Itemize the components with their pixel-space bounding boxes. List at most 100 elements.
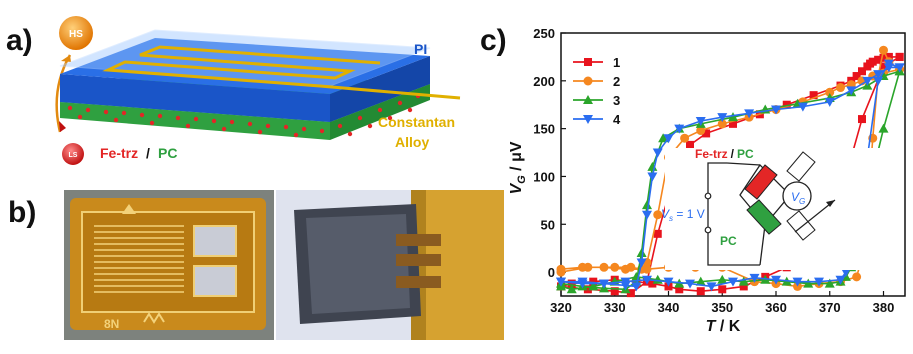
- data-point: [696, 126, 706, 136]
- x-tick-label: 360: [765, 300, 787, 315]
- data-point: [663, 277, 674, 287]
- data-point: [578, 262, 587, 272]
- vg-meter-label: VG: [791, 190, 805, 206]
- data-point: [717, 274, 728, 284]
- data-point: [556, 277, 566, 287]
- data-point: [642, 200, 652, 210]
- data-point: [771, 275, 781, 285]
- y-tick-label: 250: [533, 26, 555, 41]
- constantan-track: [102, 45, 461, 100]
- vs-label: Vs = 1 V: [661, 207, 705, 223]
- x-tick-label: 330: [604, 300, 626, 315]
- fe-trz-particles: [67, 93, 421, 138]
- data-point: [566, 284, 577, 294]
- strain-gauge-photo: 8N: [64, 190, 274, 340]
- data-point: [858, 115, 866, 124]
- inset-fe-trz-label: Fe-trz / PC: [695, 147, 754, 161]
- data-point: [680, 133, 690, 143]
- data-point: [792, 277, 803, 287]
- data-point: [782, 100, 791, 109]
- data-point: [718, 285, 727, 294]
- pi-label: PI: [414, 41, 427, 57]
- data-point: [803, 278, 814, 288]
- data-point: [642, 264, 652, 274]
- data-point: [717, 119, 727, 129]
- x-tick-label: 340: [658, 300, 680, 315]
- data-point: [879, 62, 888, 71]
- data-point: [695, 116, 706, 126]
- fe-trz-resistor: [744, 164, 778, 200]
- data-point: [738, 276, 749, 286]
- data-point: [653, 229, 662, 238]
- ls-label: LS: [69, 152, 78, 159]
- data-point: [846, 86, 857, 96]
- data-point: [583, 285, 592, 294]
- pc-label: PC: [158, 145, 177, 161]
- spin-transition-arrow: [55, 54, 72, 133]
- data-point: [717, 113, 728, 123]
- data-point: [642, 210, 652, 220]
- data-point: [652, 148, 663, 158]
- constantan-label: Constantan: [378, 114, 455, 130]
- fe-pc-slash: /: [146, 145, 150, 161]
- legend-label-1: 1: [613, 55, 620, 70]
- legend-label-4: 4: [613, 112, 621, 127]
- data-point: [809, 91, 818, 100]
- data-point: [824, 97, 835, 107]
- data-point: [696, 287, 705, 296]
- y-tick-label: 150: [533, 122, 555, 137]
- data-point: [825, 87, 835, 97]
- data-point: [879, 53, 888, 62]
- legend-marker-3: [583, 95, 593, 104]
- data-point: [840, 268, 851, 278]
- data-point: [874, 55, 883, 64]
- panel-c-label: c): [480, 24, 507, 57]
- fe-trz-label: Fe-trz: [100, 145, 138, 161]
- data-point: [744, 109, 755, 119]
- series-line-4: [560, 62, 900, 288]
- data-point: [647, 172, 658, 182]
- data-point: [686, 140, 694, 149]
- data-point: [674, 124, 685, 134]
- data-point: [642, 275, 652, 285]
- pc-layer: [60, 102, 330, 140]
- data-point: [868, 57, 877, 66]
- vg-meter-icon: [782, 181, 812, 211]
- data-point: [556, 264, 566, 274]
- legend-marker-2: [583, 76, 593, 86]
- data-point: [599, 279, 609, 289]
- data-point: [658, 133, 669, 143]
- data-point: [631, 282, 642, 292]
- legend-marker-1: [584, 58, 592, 66]
- y-tick-label: 50: [541, 217, 555, 232]
- data-point: [895, 52, 904, 61]
- data-point: [729, 119, 737, 128]
- data-point: [836, 83, 845, 93]
- y-axis-label: VG / μV: [508, 141, 528, 194]
- panel-b-label: b): [8, 196, 37, 229]
- data-point: [814, 277, 824, 287]
- coated-gauge-photo: [276, 190, 504, 340]
- data-point: [858, 67, 866, 76]
- data-point: [894, 63, 905, 73]
- data-point: [706, 282, 717, 292]
- y-tick-label: 200: [533, 74, 555, 89]
- panel-a-label: a): [6, 24, 33, 57]
- data-point: [588, 281, 599, 291]
- vg-temperature-chart: 320 330 340 350 360 370 380 0 50 100 150 200 250 T / …: [508, 26, 906, 335]
- x-tick-label: 380: [873, 300, 895, 315]
- pc-resistor: [746, 199, 782, 235]
- gauge-marking: 8N: [104, 317, 119, 331]
- data-point: [648, 279, 657, 288]
- data-point: [852, 272, 862, 282]
- hs-sphere-icon: [59, 16, 93, 50]
- data-point: [771, 105, 781, 115]
- data-point: [675, 285, 684, 294]
- legend-label-2: 2: [613, 74, 620, 89]
- x-axis-label: T / K: [706, 318, 741, 335]
- data-point: [862, 76, 873, 86]
- data-point: [577, 279, 588, 289]
- y-tick-label: 100: [533, 169, 555, 184]
- y-tick-label: 0: [548, 265, 555, 280]
- hs-label: HS: [69, 29, 83, 40]
